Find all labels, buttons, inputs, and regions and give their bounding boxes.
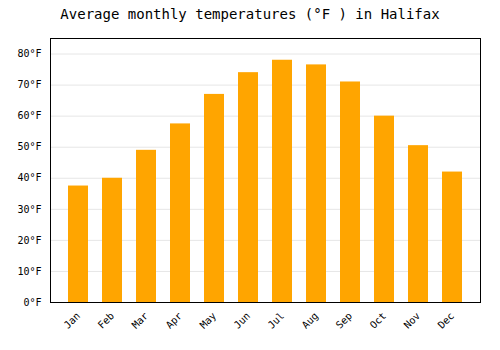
svg-text:Jun: Jun xyxy=(232,310,253,331)
svg-text:50°F: 50°F xyxy=(17,141,41,152)
svg-text:Mar: Mar xyxy=(130,310,151,331)
svg-text:Feb: Feb xyxy=(96,310,117,331)
svg-text:Jan: Jan xyxy=(62,310,83,331)
svg-text:30°F: 30°F xyxy=(17,204,41,215)
svg-text:Dec: Dec xyxy=(436,310,457,331)
svg-text:40°F: 40°F xyxy=(17,172,41,183)
svg-text:Jul: Jul xyxy=(266,310,287,331)
svg-text:Apr: Apr xyxy=(164,310,185,331)
svg-text:80°F: 80°F xyxy=(17,48,41,59)
svg-text:Aug: Aug xyxy=(300,310,321,331)
svg-text:Nov: Nov xyxy=(402,310,423,331)
html-text:Average monthly temperatures (: Average monthly temperatures (°F ) in Ha… xyxy=(60,6,440,22)
svg-text:0°F: 0°F xyxy=(23,297,41,308)
svg-text:Sep: Sep xyxy=(334,310,355,331)
svg-text:Oct: Oct xyxy=(368,310,389,331)
svg-text:60°F: 60°F xyxy=(17,110,41,121)
svg-text:70°F: 70°F xyxy=(17,79,41,90)
svg-text:10°F: 10°F xyxy=(17,266,41,277)
svg-text:May: May xyxy=(198,310,219,331)
svg-text:20°F: 20°F xyxy=(17,235,41,246)
